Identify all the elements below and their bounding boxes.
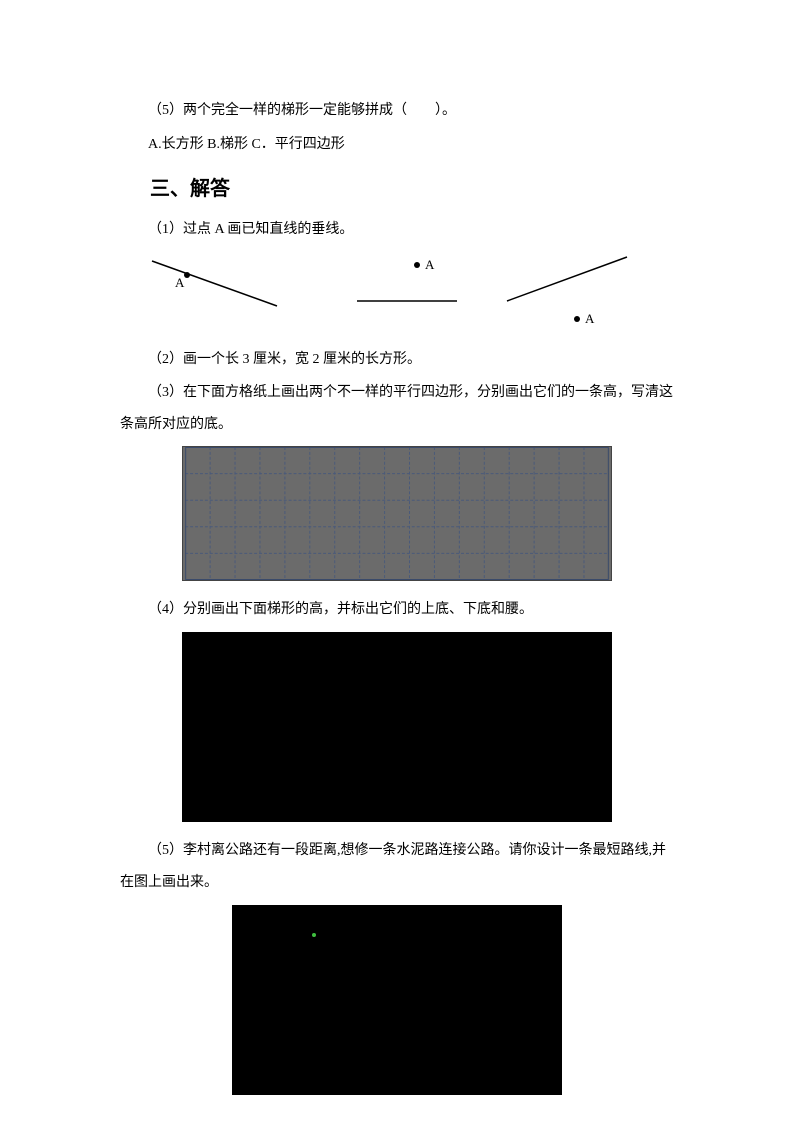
- grid-bg: [185, 447, 609, 580]
- perpendicular-svg: A A A: [147, 251, 647, 331]
- figure1-label2: A: [425, 257, 435, 272]
- figure1-dot1: [184, 272, 190, 278]
- trapezoid-black-box: [182, 632, 612, 822]
- answer-5-text: （5）李村离公路还有一段距离,想修一条水泥路连接公路。请你设计一条最短路线,并: [120, 840, 673, 862]
- grid-svg: [183, 447, 611, 580]
- road-black-box: [232, 905, 562, 1095]
- answer-3-cont: 条高所对应的底。: [120, 414, 673, 436]
- road-figure-container: [120, 905, 673, 1095]
- answer-2-text: （2）画一个长 3 厘米，宽 2 厘米的长方形。: [120, 349, 673, 371]
- figure1-line1: [152, 261, 277, 306]
- trapezoid-figure-container: [120, 632, 673, 822]
- grid-figure: [182, 446, 612, 581]
- figure1-label3: A: [585, 311, 595, 326]
- question-5-text: （5）两个完全一样的梯形一定能够拼成（ ）。: [120, 100, 673, 122]
- grid-figure-container: [120, 446, 673, 581]
- answer-4-text: （4）分别画出下面梯形的高，并标出它们的上底、下底和腰。: [120, 599, 673, 621]
- perpendicular-figure: A A A: [147, 251, 647, 331]
- figure1-dot3: [574, 316, 580, 322]
- answer-3-text: （3）在下面方格纸上画出两个不一样的平行四边形，分别画出它们的一条高，写清这: [120, 382, 673, 404]
- figure1-dot2: [414, 262, 420, 268]
- section-heading: 三、解答: [120, 173, 673, 205]
- figure1-label1: A: [175, 275, 185, 290]
- answer-5-cont: 在图上画出来。: [120, 872, 673, 894]
- answer-1-text: （1）过点 A 画已知直线的垂线。: [120, 219, 673, 241]
- green-dot: [312, 933, 316, 937]
- figure1-line3: [507, 257, 627, 301]
- question-5-options: A.长方形 B.梯形 C．平行四边形: [120, 134, 673, 156]
- figure-1-container: A A A: [120, 251, 673, 331]
